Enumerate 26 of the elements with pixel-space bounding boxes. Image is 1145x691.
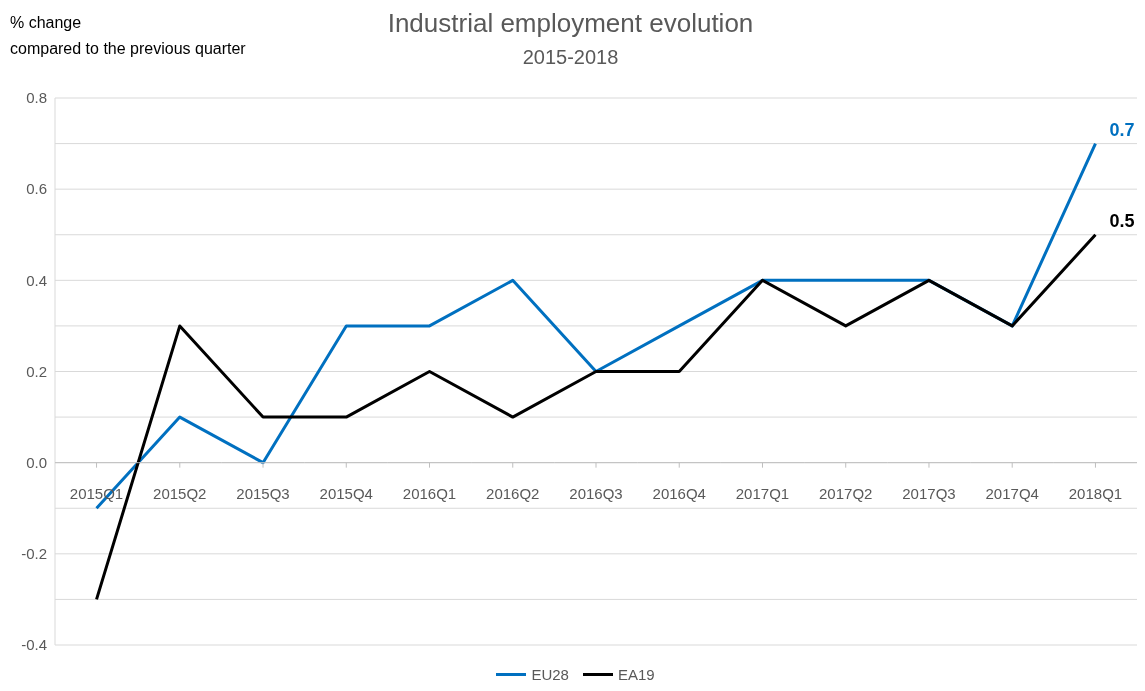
y-tick-label: 0.0 — [26, 453, 47, 471]
y-tick-label: 0.2 — [26, 362, 47, 380]
y-tick-label: 0.4 — [26, 271, 47, 289]
x-tick-label: 2016Q2 — [486, 484, 540, 502]
y-axis-title: % change compared to the previous quarter — [10, 13, 246, 59]
x-tick-label: 2017Q1 — [735, 484, 790, 502]
y-tick-label: 0.6 — [26, 180, 47, 198]
y-tick-label: 0.8 — [26, 89, 47, 107]
y-tick-label: -0.2 — [21, 545, 47, 563]
chart-title: Industrial employment evolution — [387, 8, 754, 38]
data-label: 0.7 — [1109, 119, 1135, 140]
x-tick-label: 2017Q3 — [902, 484, 956, 502]
x-tick-label: 2015Q3 — [236, 484, 290, 502]
x-tick-label: 2016Q4 — [652, 484, 706, 502]
x-tick-label: 2017Q4 — [985, 484, 1039, 502]
legend-label: EU28 — [530, 666, 569, 683]
x-tick-label: 2015Q2 — [153, 484, 207, 502]
x-tick-label: 2016Q3 — [569, 484, 623, 502]
data-label: 0.5 — [1109, 210, 1135, 231]
x-tick-label: 2016Q1 — [402, 484, 457, 502]
y-tick-label: -0.4 — [21, 636, 47, 654]
x-tick-label: 2015Q4 — [319, 484, 373, 502]
legend-label: EA19 — [616, 666, 655, 683]
chart-subtitle: 2015-2018 — [522, 46, 619, 68]
x-tick-label: 2017Q2 — [819, 484, 873, 502]
x-tick-label: 2018Q1 — [1068, 484, 1123, 502]
